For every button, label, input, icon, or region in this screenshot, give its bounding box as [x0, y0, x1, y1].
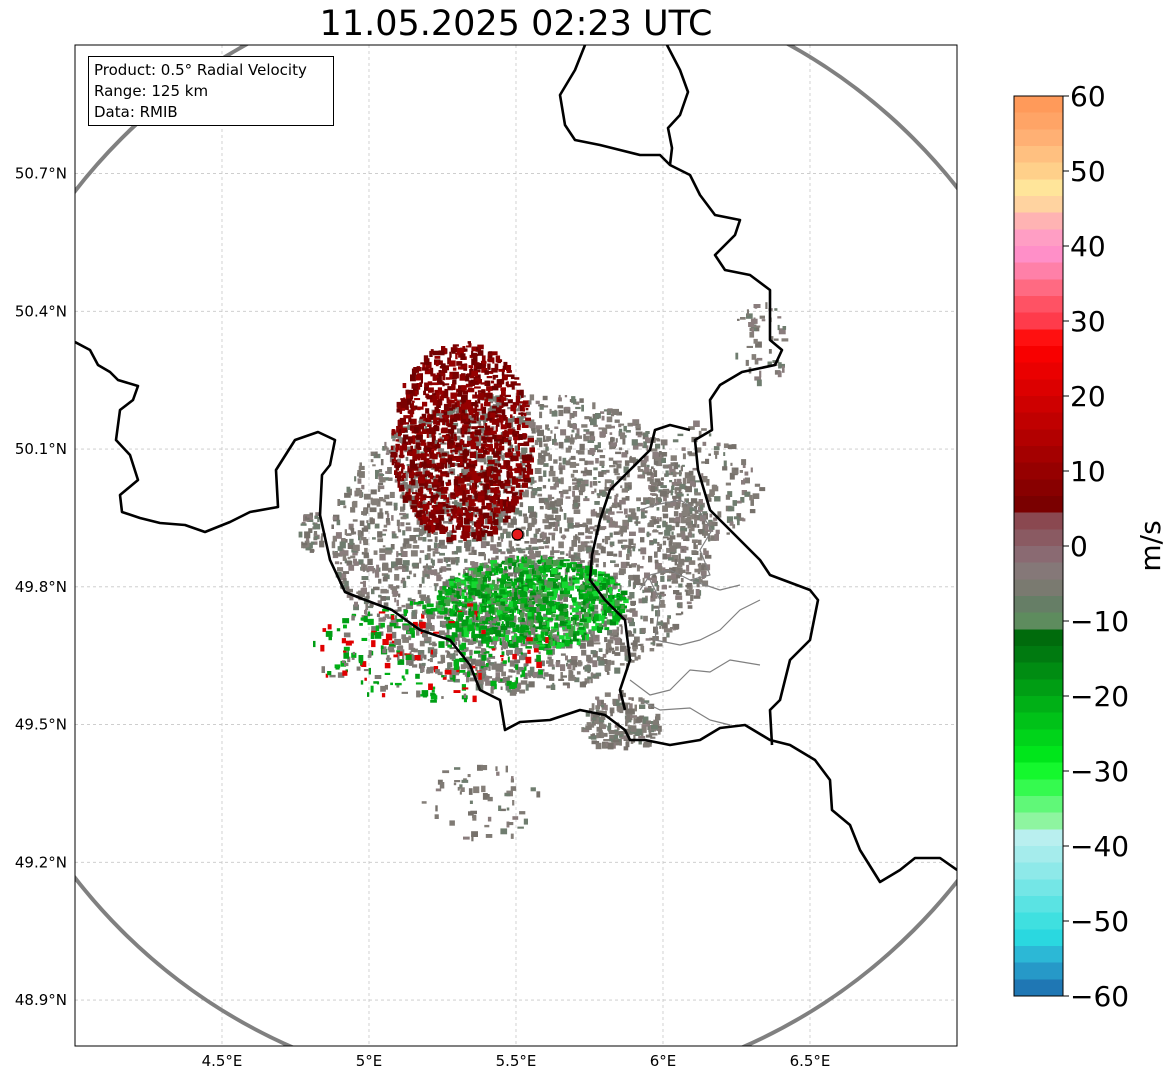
colorbar-tick-label: −40 [1070, 830, 1129, 863]
country-border [75, 340, 957, 884]
admin-border [639, 699, 731, 726]
lon-tick-label: 4.5°E [202, 1052, 243, 1070]
lat-tick-label: 49.8°N [15, 578, 67, 596]
gridlines [75, 45, 957, 1046]
info-box: Product: 0.5° Radial Velocity Range: 125… [88, 56, 334, 126]
colorbar-tick-label: 60 [1070, 80, 1106, 113]
info-range: Range: 125 km [94, 82, 209, 100]
colorbar-tick-label: −60 [1070, 980, 1129, 1013]
info-product: Product: 0.5° Radial Velocity [94, 61, 307, 79]
country-border [665, 45, 690, 166]
country-border [588, 423, 691, 711]
colorbar-tick-label: 0 [1070, 530, 1088, 563]
colorbar-tick-label: 10 [1070, 455, 1106, 488]
map-area [75, 45, 957, 1046]
colorbar-tick-label: −20 [1070, 680, 1129, 713]
colorbar-tick-label: 20 [1070, 380, 1106, 413]
colorbar-label: m/s [1134, 520, 1167, 571]
colorbar-bar [1013, 95, 1064, 997]
map-frame [74, 44, 958, 1047]
colorbar-ticks: 60 50 40 30 20 10 0 −10 −20 −30 −40 −50 −60 [1063, 80, 1129, 1013]
lat-tick-label: 49.2°N [15, 853, 67, 871]
colorbar-tick-label: −30 [1070, 755, 1129, 788]
lat-tick-label: 48.9°N [15, 991, 67, 1009]
admin-border [629, 659, 761, 696]
radar-site-marker [511, 528, 524, 541]
colorbar-tick-label: 40 [1070, 230, 1106, 263]
country-borders [75, 45, 957, 884]
velocity-echoes [298, 302, 789, 842]
axis-ticks: 4.5°E 5°E 5.5°E 6°E 6.5°E 50.7°N 50.4°N 50.1°N 4… [15, 165, 831, 1070]
colorbar-tick-label: −50 [1070, 905, 1129, 938]
lat-tick-label: 50.1°N [15, 440, 67, 458]
lat-tick-label: 50.4°N [15, 302, 67, 320]
colorbar-tick-label: 30 [1070, 305, 1106, 338]
admin-border [649, 579, 761, 646]
lon-tick-label: 5.5°E [496, 1052, 537, 1070]
admin-border [689, 579, 741, 591]
lat-tick-label: 50.7°N [15, 165, 67, 183]
lon-tick-label: 5°E [356, 1052, 383, 1070]
map-title: 11.05.2025 02:23 UTC [319, 4, 713, 44]
colorbar-tick-label: 50 [1070, 155, 1106, 188]
lon-tick-label: 6.5°E [790, 1052, 831, 1070]
colorbar: 60 50 40 30 20 10 0 −10 −20 −30 −40 −50 −60 m/s [1013, 80, 1167, 1013]
admin-border [639, 499, 713, 591]
country-border [558, 45, 820, 746]
info-source: Data: RMIB [94, 103, 178, 121]
colorbar-tick-label: −10 [1070, 605, 1129, 638]
lon-tick-label: 6°E [650, 1052, 677, 1070]
lat-tick-label: 49.5°N [15, 716, 67, 734]
